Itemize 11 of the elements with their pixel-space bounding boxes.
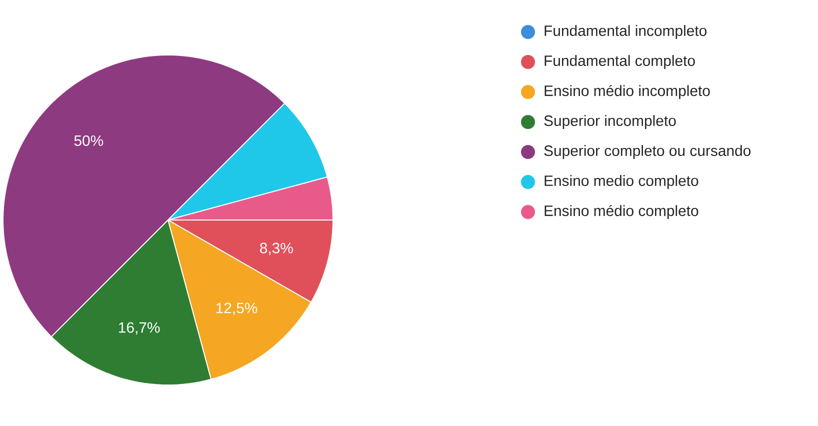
legend-label: Fundamental incompleto <box>544 25 707 39</box>
legend-label: Superior completo ou cursando <box>544 145 751 159</box>
data-label: 12,5% <box>216 302 258 316</box>
data-label: 8,3% <box>260 242 293 256</box>
legend-label: Superior incompleto <box>544 115 676 129</box>
legend-label: Ensino médio completo <box>544 204 698 220</box>
data-label: 16,7% <box>119 322 160 335</box>
data-label: 50% <box>74 135 104 146</box>
legend-label: Fundamental completo <box>544 55 695 69</box>
legend-label: Ensino medio completo <box>544 175 698 189</box>
legend-label: Ensino médio incompleto <box>544 84 710 100</box>
